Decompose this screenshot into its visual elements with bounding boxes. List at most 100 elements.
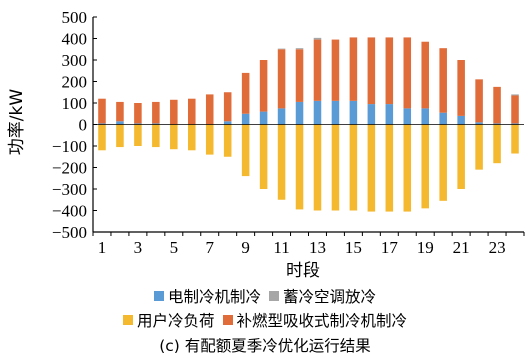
bar-1-9: [241, 113, 250, 125]
bar-load-24: [511, 124, 519, 154]
bar-2-13: [313, 39, 322, 101]
legend-row-1: 电制冷机制冷 蓄冷空调放冷: [0, 285, 530, 307]
bar-2-24: [511, 95, 519, 124]
legend-swatch-electric-chiller: [153, 291, 164, 301]
bar-load-9: [241, 124, 250, 177]
y-tick-label: 200: [62, 73, 88, 92]
bar-load-5: [170, 124, 178, 150]
bar-3-11: [277, 48, 286, 50]
y-axis-title: 功率/kW: [7, 89, 27, 156]
bar-2-11: [277, 49, 286, 109]
bar-load-12: [295, 124, 304, 210]
bar-load-7: [205, 124, 214, 155]
bar-1-24: [511, 123, 519, 125]
y-tick-label: 100: [62, 94, 88, 113]
legend-row-2: 用户冷负荷 补燃型吸收式制冷机制冷: [0, 309, 530, 331]
legend-label-user-load: 用户冷负荷: [136, 312, 215, 330]
bar-2-19: [421, 41, 430, 109]
bar-load-20: [439, 124, 447, 201]
bars-group: [98, 37, 519, 212]
x-tick-label: 3: [134, 238, 143, 257]
bar-2-16: [367, 37, 376, 105]
bar-2-4: [152, 101, 160, 124]
bar-2-14: [331, 39, 340, 101]
x-tick-label: 17: [381, 238, 399, 257]
x-tick-label: 19: [417, 238, 434, 257]
y-tick-label: 300: [62, 51, 88, 70]
bar-2-9: [241, 72, 250, 114]
bar-1-20: [439, 112, 447, 125]
bar-load-19: [421, 124, 430, 209]
bar-2-17: [385, 37, 394, 105]
bar-1-1: [98, 123, 106, 125]
bar-1-19: [421, 108, 430, 125]
x-tick-label: 9: [241, 238, 250, 257]
bar-3-24: [511, 94, 519, 96]
legend-label-electric-chiller: 电制冷机制冷: [167, 288, 261, 306]
bar-load-3: [134, 124, 142, 146]
bar-2-21: [457, 60, 465, 116]
bar-load-2: [116, 124, 124, 148]
legend-item-user-load: 用户冷负荷: [122, 309, 215, 331]
bar-1-11: [277, 108, 286, 125]
bar-load-11: [277, 124, 286, 200]
legend-label-absorption-chiller: 补燃型吸收式制冷机制冷: [236, 312, 408, 330]
y-tick-label: 500: [62, 8, 88, 27]
bar-2-15: [349, 37, 358, 101]
legend-item-absorption-chiller: 补燃型吸收式制冷机制冷: [222, 309, 408, 331]
bar-load-1: [98, 124, 106, 151]
x-tick-label: 11: [273, 238, 289, 257]
legend-item-electric-chiller: 电制冷机制冷: [153, 285, 261, 307]
bar-2-2: [116, 101, 124, 122]
bar-2-18: [403, 37, 412, 109]
bar-2-10: [259, 60, 268, 112]
bar-1-13: [313, 100, 322, 125]
legend-item-ice-storage: 蓄冷空调放冷: [269, 285, 376, 307]
bar-2-12: [295, 49, 304, 102]
bar-load-10: [259, 124, 268, 189]
x-tick-label: 15: [345, 238, 362, 257]
y-tick-label: −100: [52, 137, 87, 156]
legend-label-ice-storage: 蓄冷空调放冷: [283, 288, 377, 306]
bar-1-18: [403, 108, 412, 125]
y-tick-label: −200: [52, 159, 87, 178]
bar-1-2: [116, 121, 124, 125]
x-tick-label: 7: [205, 238, 214, 257]
bar-1-10: [259, 111, 268, 125]
bar-2-6: [187, 98, 196, 125]
bar-2-5: [170, 99, 178, 125]
y-tick-label: −400: [52, 202, 87, 221]
x-tick-label: 13: [309, 238, 326, 257]
bar-2-20: [439, 48, 447, 113]
bar-load-15: [349, 124, 358, 211]
bar-1-15: [349, 100, 358, 125]
bar-3-12: [295, 48, 304, 50]
x-tick-label: 5: [170, 238, 179, 257]
bar-1-17: [385, 104, 394, 125]
bar-load-4: [152, 124, 160, 148]
bar-1-21: [457, 115, 465, 125]
legend-swatch-user-load: [122, 315, 133, 325]
bar-load-6: [187, 124, 196, 151]
figure-caption: (c) 有配额夏季冷优化运行结果: [159, 337, 371, 355]
bar-load-14: [331, 124, 340, 211]
bar-1-22: [475, 122, 483, 125]
legend-swatch-ice-storage: [269, 291, 279, 301]
bar-load-22: [475, 124, 483, 170]
x-tick-label: 1: [98, 238, 107, 257]
y-tick-label: 0: [79, 116, 88, 135]
bar-load-8: [223, 124, 232, 157]
bar-2-23: [493, 86, 501, 124]
bar-1-16: [367, 104, 376, 125]
bar-2-1: [98, 98, 106, 124]
bar-load-17: [385, 124, 394, 212]
bar-2-8: [223, 92, 232, 122]
bar-2-3: [134, 103, 142, 124]
bar-load-21: [457, 124, 465, 189]
bar-1-14: [331, 100, 340, 125]
bar-1-4: [152, 123, 160, 125]
x-axis-title: 时段: [286, 261, 320, 281]
bar-1-3: [134, 123, 142, 125]
x-tick-label: 21: [453, 238, 470, 257]
